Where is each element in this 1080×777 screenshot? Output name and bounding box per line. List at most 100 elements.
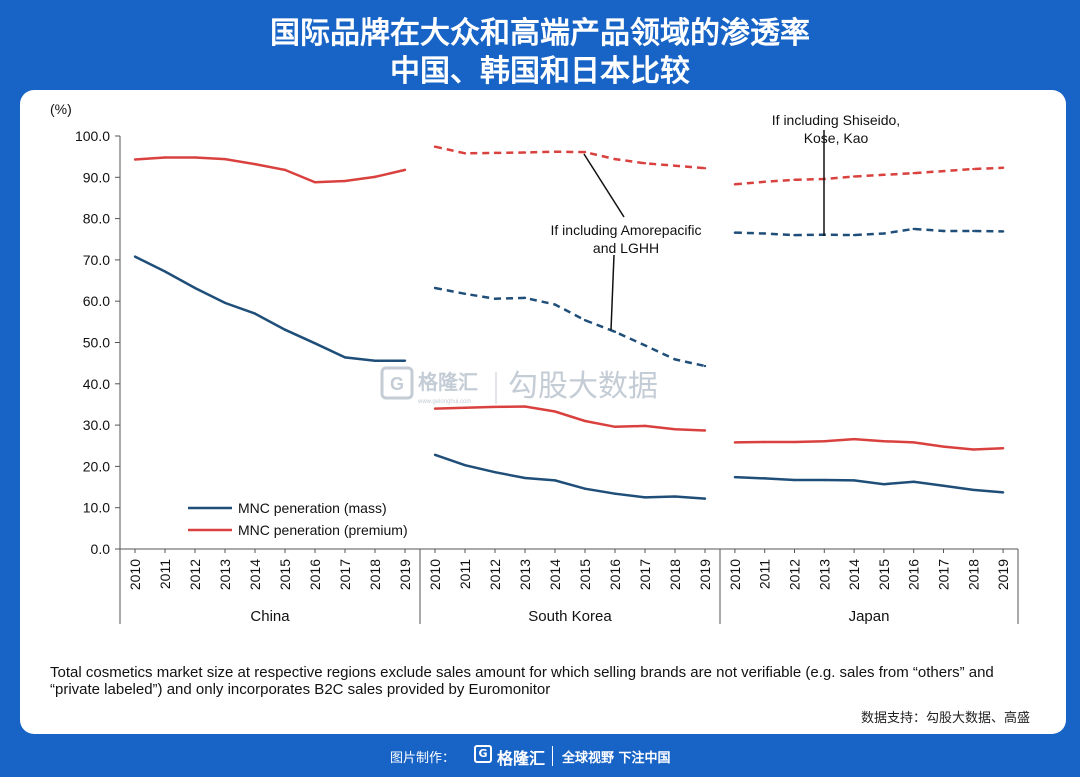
- series-line-premium: [134, 156, 406, 184]
- series-line-mass-dashed: [734, 227, 1004, 237]
- x-tick-label: 2010: [727, 559, 743, 590]
- x-tick-label: 2016: [307, 559, 323, 590]
- data-point-mass-dashed: [912, 227, 915, 231]
- watermark-logo-icon: [380, 366, 414, 400]
- data-point-premium: [463, 406, 467, 409]
- y-tick-label: 0.0: [91, 541, 111, 557]
- data-point-mass-dashed: [733, 231, 737, 234]
- data-point-premium: [912, 441, 915, 444]
- y-tick-label: 100.0: [75, 128, 110, 144]
- chart-title: 国际品牌在大众和高端产品领域的渗透率: [270, 16, 810, 51]
- chart-panel: G 格隆汇 www.gelonghui.com 勾股大数据 (%) 0.0 10.0 20.0…: [20, 90, 1066, 734]
- data-point-mass-dashed: [613, 330, 617, 333]
- series-line-mass-dashed: [434, 286, 706, 368]
- annotation-korea-line1: If including Amorepacific: [551, 222, 702, 238]
- data-point-premium-dashed: [493, 151, 497, 155]
- x-tick-label: 2018: [965, 559, 981, 590]
- data-point-premium: [403, 168, 407, 172]
- x-tick-label: 2010: [127, 559, 143, 590]
- data-point-mass: [703, 497, 707, 500]
- y-tick-label: 60.0: [83, 293, 110, 309]
- data-point-mass: [583, 487, 587, 490]
- x-tick-label: 2011: [157, 559, 173, 589]
- data-point-premium: [972, 448, 975, 451]
- data-point-mass-dashed: [553, 303, 557, 306]
- data-point-premium: [852, 437, 856, 441]
- data-point-mass: [763, 477, 766, 480]
- data-point-premium: [493, 405, 497, 409]
- data-point-mass: [972, 488, 975, 492]
- data-point-mass: [463, 463, 467, 467]
- x-tick-label: 2017: [936, 559, 952, 590]
- annotation-korea-pointer-lower: [610, 254, 615, 331]
- data-point-mass: [163, 270, 167, 273]
- data-point-mass: [403, 359, 407, 362]
- watermark-brand: 格隆汇: [418, 370, 478, 394]
- y-tick-label: 10.0: [83, 500, 110, 516]
- data-point-premium: [253, 162, 257, 166]
- panel-label: South Korea: [528, 608, 612, 625]
- data-point-premium-dashed: [553, 150, 557, 153]
- data-point-mass: [643, 496, 647, 499]
- data-point-mass: [823, 478, 826, 482]
- data-point-mass: [253, 312, 257, 315]
- x-tick-label: 2010: [427, 559, 443, 590]
- y-tick-label: 40.0: [83, 376, 110, 392]
- x-tick-label: 2016: [906, 559, 922, 590]
- data-point-premium-dashed: [763, 180, 766, 184]
- data-point-premium: [133, 158, 137, 161]
- data-point-mass: [193, 286, 197, 290]
- footer-bar: 图片制作： G 格隆汇 全球视野 下注中国: [0, 744, 1080, 768]
- series-line-mass: [734, 475, 1004, 494]
- data-point-premium: [823, 440, 826, 443]
- data-point-premium-dashed: [613, 157, 617, 161]
- data-point-premium: [882, 440, 886, 443]
- chart-subtitle: 中国、韩国和日本比较: [390, 54, 690, 89]
- data-point-premium-dashed: [733, 183, 737, 186]
- data-point-premium: [223, 157, 227, 161]
- x-tick-label: 2012: [187, 559, 203, 590]
- data-point-mass: [493, 470, 497, 474]
- data-point-mass-dashed: [643, 344, 647, 347]
- data-point-premium-dashed: [643, 162, 647, 165]
- x-tick-label: 2016: [607, 559, 623, 590]
- x-tick-label: 2012: [487, 559, 503, 590]
- data-point-premium: [313, 181, 317, 184]
- data-point-mass: [283, 328, 287, 331]
- footer-divider: [552, 746, 553, 766]
- data-point-premium: [583, 419, 587, 423]
- data-point-mass: [223, 301, 227, 305]
- data-point-premium: [733, 441, 737, 444]
- data-point-premium-dashed: [703, 167, 707, 170]
- data-point-premium: [763, 440, 766, 444]
- data-point-premium-dashed: [852, 175, 856, 178]
- data-point-mass-dashed: [763, 232, 766, 235]
- data-point-mass-dashed: [793, 233, 796, 237]
- data-point-mass: [373, 359, 377, 362]
- data-point-premium-dashed: [972, 167, 975, 171]
- penetration-chart: G 格隆汇 www.gelonghui.com 勾股大数据 (%) 0.0 10.0 20.0…: [50, 101, 1019, 625]
- annotation-korea-pointer-upper: [583, 153, 625, 218]
- x-tick-label: 2013: [517, 559, 533, 590]
- x-tick-label: 2018: [667, 559, 683, 590]
- y-tick-label: 80.0: [83, 211, 110, 227]
- data-point-premium-dashed: [433, 145, 437, 148]
- x-tick-label: 2014: [846, 559, 862, 590]
- x-tick-label: 2014: [547, 559, 563, 590]
- data-point-mass-dashed: [972, 229, 975, 233]
- x-tick-label: 2019: [697, 559, 713, 590]
- data-point-mass: [942, 484, 945, 488]
- x-tick-label: 2015: [876, 559, 892, 590]
- data-point-mass-dashed: [493, 297, 497, 300]
- data-point-premium-dashed: [583, 150, 587, 154]
- data-point-premium-dashed: [793, 178, 796, 181]
- x-tick-label: 2013: [816, 559, 832, 590]
- series-line-mass: [434, 453, 706, 500]
- footer-slogan: 全球视野 下注中国: [562, 751, 671, 766]
- data-point-mass: [882, 482, 886, 486]
- series-line-mass: [134, 255, 405, 362]
- legend-label-mass: MNC peneration (mass): [238, 500, 387, 516]
- data-point-mass: [673, 495, 677, 498]
- data-point-premium-dashed: [523, 151, 527, 154]
- x-tick-label: 2017: [337, 559, 353, 590]
